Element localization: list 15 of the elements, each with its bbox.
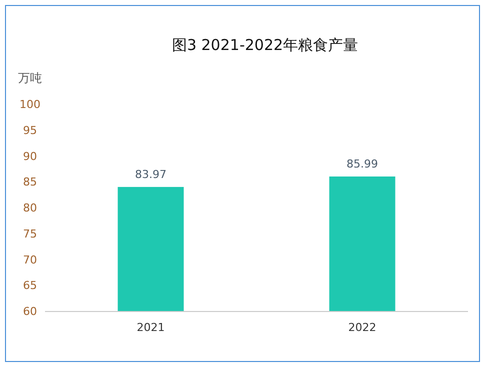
- y-tick-label: 65: [23, 279, 37, 292]
- x-tick-label: 2022: [348, 321, 376, 334]
- y-tick-label: 95: [23, 124, 37, 137]
- data-label: 85.99: [346, 158, 378, 170]
- data-label: 83.97: [135, 168, 166, 181]
- y-tick-label: 85: [23, 176, 37, 189]
- y-tick-label: 75: [23, 227, 37, 240]
- x-tick-label: 2021: [136, 321, 165, 334]
- y-tick-label: 60: [23, 305, 37, 318]
- y-axis-title: 万吨: [18, 71, 42, 85]
- y-tick-label: 90: [23, 150, 37, 163]
- y-tick-label: 70: [23, 253, 37, 266]
- y-tick-label: 80: [23, 202, 37, 214]
- chart-title: 图3 2021-2022年粮食产量: [172, 36, 358, 54]
- y-tick-label: 100: [20, 98, 40, 111]
